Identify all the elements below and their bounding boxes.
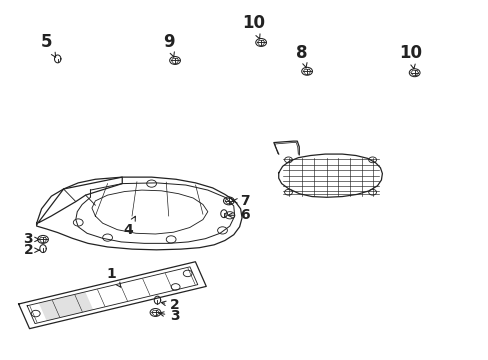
Text: 2: 2 [23,243,39,257]
Text: 4: 4 [123,216,135,237]
Text: 6: 6 [227,208,249,222]
Polygon shape [39,292,93,321]
Text: 10: 10 [398,44,422,69]
Text: 2: 2 [161,298,180,312]
Text: 1: 1 [106,267,121,287]
Text: 10: 10 [241,14,264,39]
Text: 3: 3 [159,309,180,323]
Text: 5: 5 [41,33,56,57]
Text: 3: 3 [23,233,39,246]
Text: 8: 8 [296,44,307,68]
Text: 7: 7 [232,194,249,208]
Text: 9: 9 [163,33,174,57]
